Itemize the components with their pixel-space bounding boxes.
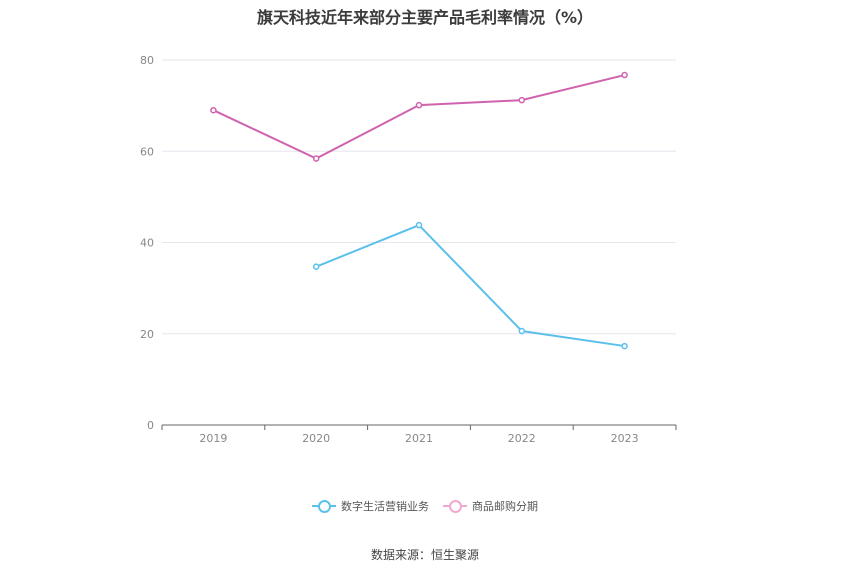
y-tick-label: 0: [147, 419, 154, 432]
legend-label: 数字生活营销业务: [341, 500, 429, 513]
series-0: [312, 221, 628, 350]
data-source: 数据来源：恒生聚源: [370, 548, 479, 562]
y-tick-label: 80: [140, 54, 154, 67]
y-tick-label: 20: [140, 328, 154, 341]
legend-label: 商品邮购分期: [472, 500, 538, 513]
data-point[interactable]: [621, 71, 628, 79]
data-point[interactable]: [312, 155, 320, 162]
x-axis: 2019 2020 2021 2022 2023: [161, 424, 677, 445]
x-tick-label: 2022: [508, 432, 536, 445]
x-tick-label: 2020: [302, 432, 330, 445]
x-tick-label: 2019: [199, 432, 227, 445]
data-point[interactable]: [415, 221, 423, 229]
legend-item-digital-marketing[interactable]: 数字生活营销业务: [312, 498, 429, 514]
data-point[interactable]: [415, 101, 423, 109]
y-axis-ticks: 0 20 40 60 80: [140, 54, 154, 432]
x-tick-label: 2023: [611, 432, 639, 445]
grid-lines: [162, 59, 676, 335]
series-lines: [210, 71, 628, 350]
data-point[interactable]: [312, 263, 320, 270]
series-line: [315, 223, 625, 348]
legend: 数字生活营销业务 商品邮购分期: [0, 498, 850, 514]
series-1: [210, 71, 628, 162]
data-point[interactable]: [518, 96, 526, 104]
series-line: [212, 74, 625, 160]
legend-marker-icon: [312, 500, 336, 513]
y-tick-label: 60: [140, 145, 154, 158]
data-point[interactable]: [210, 106, 217, 114]
legend-marker-icon: [443, 500, 467, 513]
chart-title: 旗天科技近年来部分主要产品毛利率情况（%）: [256, 8, 594, 27]
data-point[interactable]: [518, 327, 526, 335]
data-point[interactable]: [621, 342, 628, 350]
y-tick-label: 40: [140, 237, 154, 250]
x-tick-label: 2021: [405, 432, 433, 445]
legend-item-mail-order-installment[interactable]: 商品邮购分期: [443, 498, 538, 514]
